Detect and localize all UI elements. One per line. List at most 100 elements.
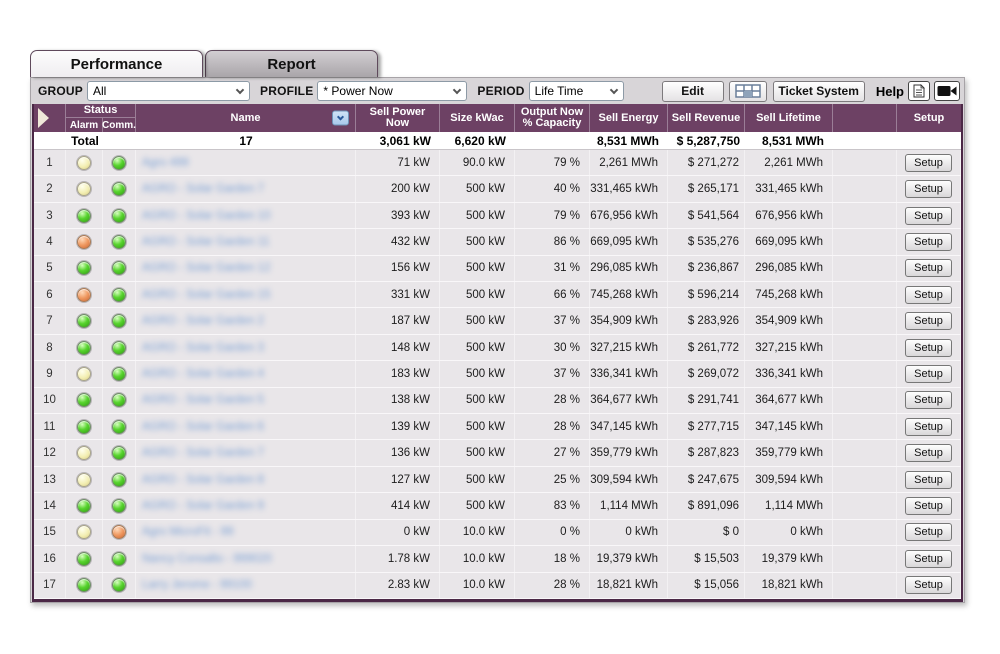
header-sell-power[interactable]: Sell Power Now	[356, 104, 440, 132]
setup-button[interactable]: Setup	[905, 496, 952, 515]
expand-arrow-cell[interactable]	[34, 104, 66, 132]
help-area: Help	[876, 81, 960, 101]
header-size-kwac[interactable]: Size kWac	[440, 104, 515, 132]
total-sell-power: 3,061 kW	[379, 133, 431, 148]
header-sell-revenue[interactable]: Sell Revenue	[668, 104, 745, 132]
setup-button[interactable]: Setup	[905, 444, 952, 463]
setup-button[interactable]: Setup	[905, 338, 952, 357]
group-select[interactable]: All	[87, 81, 251, 101]
name-sort-dropdown[interactable]	[332, 110, 349, 126]
site-name-link[interactable]: Larry Jerome - 99100	[142, 579, 252, 592]
grid-view-button[interactable]	[728, 80, 767, 102]
setup-cell: Setup	[897, 334, 961, 361]
site-name-link[interactable]: AGRO - Solar Garden 11	[142, 235, 270, 248]
header-output-capacity[interactable]: Output Now % Capacity	[515, 104, 590, 132]
row-number: 7	[34, 308, 66, 334]
tab-performance[interactable]: Performance	[30, 50, 203, 77]
tab-performance-label: Performance	[70, 55, 163, 73]
setup-button[interactable]: Setup	[905, 232, 952, 251]
site-name-link[interactable]: AGRO - Solar Garden 10	[142, 209, 271, 222]
output-capacity-value: 79 %	[515, 202, 590, 229]
site-name-link[interactable]: AGRO - Solar Garden 12	[142, 262, 271, 275]
site-name-link[interactable]: AGRO - Solar Garden 15	[142, 288, 271, 301]
edit-button[interactable]: Edit	[661, 80, 724, 102]
header-name[interactable]: Name	[136, 104, 356, 132]
help-document-button[interactable]	[908, 81, 930, 101]
table-row: 4 AGRO - Solar Garden 11 432 kW 500 kW 86 % 6…	[34, 229, 961, 256]
alarm-status-light	[77, 419, 91, 434]
profile-select[interactable]: * Power Now	[317, 81, 468, 101]
site-name-link[interactable]: AGRO - Solar Garden 8	[142, 473, 265, 486]
site-name-link[interactable]: AGRO - Solar Garden 6	[142, 420, 265, 433]
comm-status-light	[112, 419, 126, 434]
sell-energy-value: 354,909 kWh	[590, 308, 668, 334]
setup-button[interactable]: Setup	[905, 470, 952, 489]
setup-button[interactable]: Setup	[905, 153, 952, 172]
comm-status-cell	[103, 176, 136, 202]
alarm-status-light	[77, 498, 91, 513]
site-name-cell: AGRO - Solar Garden 2	[136, 308, 356, 334]
site-name-link[interactable]: AGRO - Solar Garden 2	[142, 315, 265, 328]
site-name-link[interactable]: Nancy Consalto - 999020	[142, 552, 272, 565]
header-alarm: Alarm	[66, 118, 103, 132]
setup-button[interactable]: Setup	[905, 523, 952, 542]
setup-button[interactable]: Setup	[905, 364, 952, 383]
site-name-link[interactable]: Agro 499	[142, 156, 189, 169]
output-capacity-value: 28 %	[515, 387, 590, 414]
setup-button[interactable]: Setup	[905, 206, 952, 225]
total-output	[515, 132, 590, 149]
sell-revenue-value: $ 269,072	[668, 361, 745, 387]
profile-select-value: * Power Now	[323, 84, 393, 98]
alarm-status-light	[77, 234, 91, 249]
setup-button[interactable]: Setup	[905, 312, 952, 331]
tab-report[interactable]: Report	[205, 50, 378, 77]
total-blank	[833, 132, 897, 149]
comm-status-light	[112, 393, 126, 408]
row-number: 4	[34, 229, 66, 255]
sell-power-value: 1.78 kW	[356, 546, 440, 572]
edit-button-label: Edit	[681, 84, 704, 98]
site-name-link[interactable]: AGRO - Solar Garden 4	[142, 367, 265, 380]
site-name-cell: Larry Jerome - 99100	[136, 572, 356, 598]
size-kwac-value: 500 kW	[440, 440, 515, 466]
sell-power-value: 183 kW	[356, 361, 440, 387]
site-name-link[interactable]: Agro MicroFit - 99	[142, 526, 234, 539]
ticket-system-button[interactable]: Ticket System	[772, 80, 865, 102]
setup-button[interactable]: Setup	[905, 576, 952, 595]
sell-energy-value: 2,261 MWh	[590, 150, 668, 176]
site-name-link[interactable]: AGRO - Solar Garden 7	[142, 447, 265, 460]
output-capacity-value: 86 %	[515, 229, 590, 255]
period-select[interactable]: Life Time	[528, 81, 624, 101]
output-capacity-value: 0 %	[515, 519, 590, 546]
row-number: 6	[34, 282, 66, 308]
setup-button[interactable]: Setup	[905, 417, 952, 436]
table-row: 3 AGRO - Solar Garden 10 393 kW 500 kW 79 % 6…	[34, 202, 961, 230]
alarm-status-cell	[66, 572, 103, 598]
alarm-status-light	[77, 525, 91, 540]
setup-button[interactable]: Setup	[905, 549, 952, 568]
help-video-button[interactable]	[934, 81, 960, 101]
setup-button[interactable]: Setup	[905, 259, 952, 278]
site-name-link[interactable]: AGRO - Solar Garden 9	[142, 499, 265, 512]
header-sell-energy[interactable]: Sell Energy	[590, 104, 668, 132]
header-sell-lifetime[interactable]: Sell Lifetime	[745, 104, 833, 132]
sell-lifetime-value: 327,215 kWh	[745, 334, 833, 361]
sell-energy-value: 0 kWh	[590, 519, 668, 546]
site-name-cell: AGRO - Solar Garden 7	[136, 440, 356, 466]
site-name-link[interactable]: AGRO - Solar Garden 7	[142, 183, 265, 196]
row-number: 10	[34, 387, 66, 414]
setup-cell: Setup	[897, 387, 961, 414]
sell-lifetime-value: 1,114 MWh	[745, 493, 833, 519]
row-number: 9	[34, 361, 66, 387]
site-name-link[interactable]: AGRO - Solar Garden 3	[142, 341, 265, 354]
site-name-link[interactable]: AGRO - Solar Garden 5	[142, 394, 265, 407]
setup-button[interactable]: Setup	[905, 180, 952, 199]
sell-revenue-value: $ 15,056	[668, 572, 745, 598]
sell-revenue-value: $ 0	[668, 519, 745, 546]
setup-button[interactable]: Setup	[905, 391, 952, 410]
site-name-cell: AGRO - Solar Garden 7	[136, 176, 356, 202]
comm-status-cell	[103, 308, 136, 334]
comm-status-light	[112, 182, 126, 197]
setup-button[interactable]: Setup	[905, 285, 952, 304]
sell-power-value: 187 kW	[356, 308, 440, 334]
